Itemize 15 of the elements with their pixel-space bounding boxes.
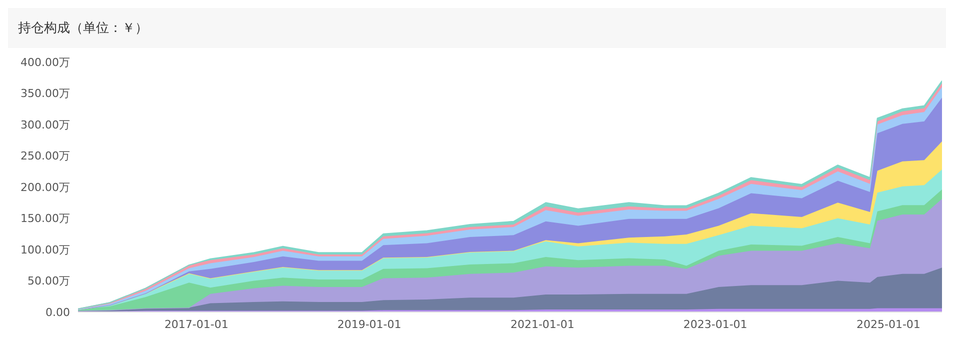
y-tick-label: 150.00万	[20, 212, 70, 226]
chart-title: 持仓构成（单位：￥）	[18, 20, 148, 37]
x-tick-label: 2023-01-01	[683, 318, 748, 331]
y-tick-label: 250.00万	[20, 150, 70, 163]
y-tick-label: 50.00万	[28, 274, 70, 288]
x-tick-label: 2017-01-01	[164, 318, 228, 331]
x-tick-label: 2025-01-01	[856, 318, 920, 331]
x-tick-label: 2019-01-01	[337, 318, 402, 331]
x-tick-label: 2021-01-01	[510, 318, 574, 331]
y-tick-label: 400.00万	[20, 56, 70, 69]
y-tick-label: 0.00	[46, 306, 70, 319]
y-tick-label: 200.00万	[20, 180, 70, 194]
y-tick-label: 350.00万	[20, 87, 70, 100]
y-tick-label: 300.00万	[20, 118, 70, 132]
y-tick-label: 100.00万	[20, 243, 70, 256]
